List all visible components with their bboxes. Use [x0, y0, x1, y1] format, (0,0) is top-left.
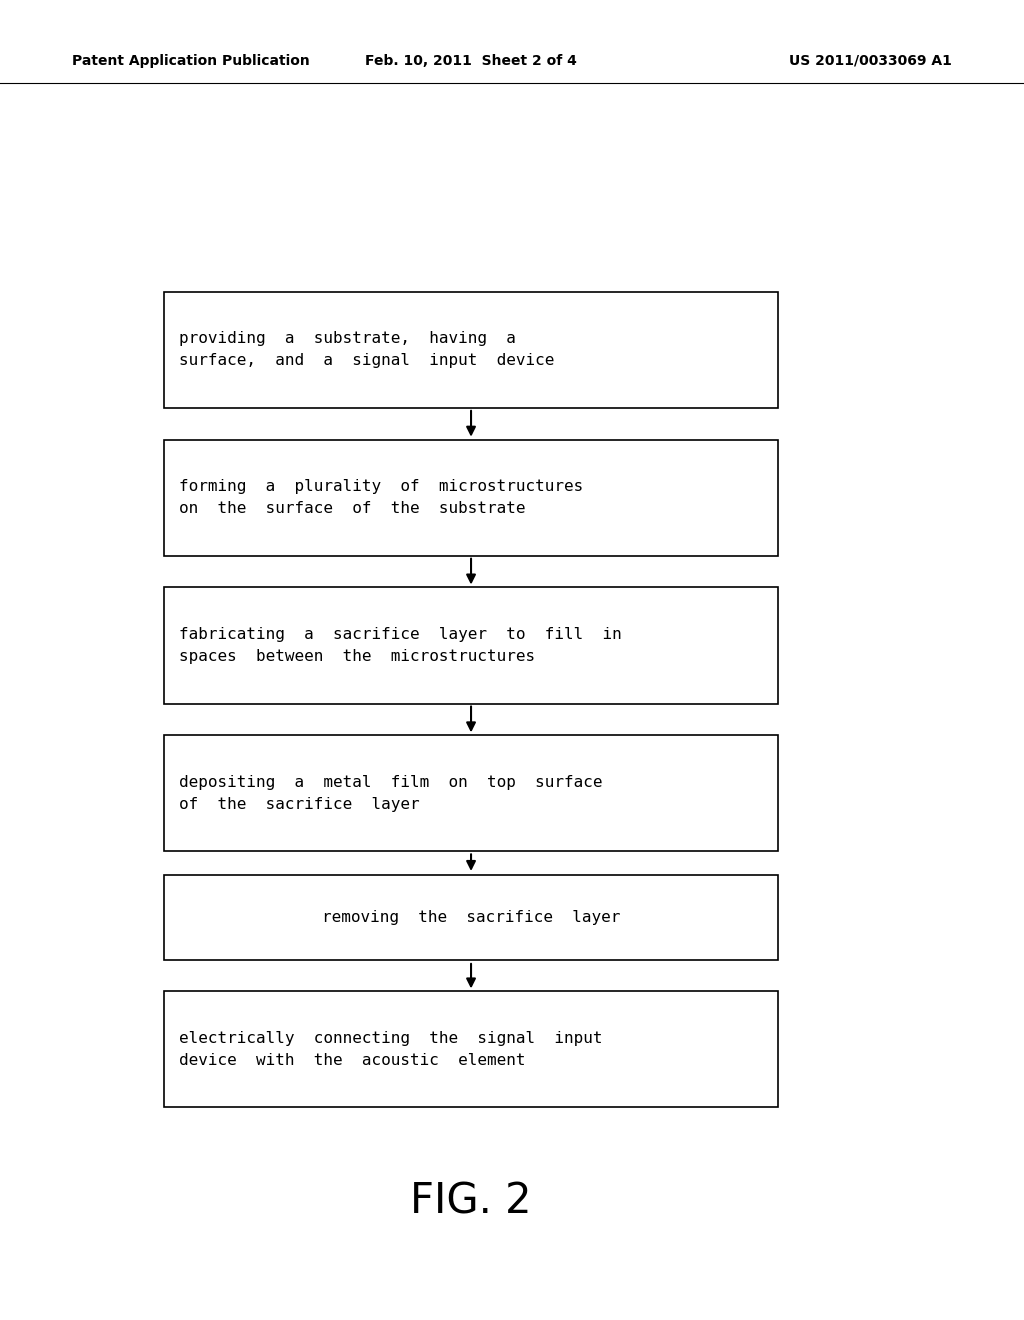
Text: forming  a  plurality  of  microstructures
on  the  surface  of  the  substrate: forming a plurality of microstructures o… — [179, 479, 584, 516]
Text: Feb. 10, 2011  Sheet 2 of 4: Feb. 10, 2011 Sheet 2 of 4 — [366, 54, 577, 67]
FancyBboxPatch shape — [164, 991, 778, 1107]
Text: fabricating  a  sacrifice  layer  to  fill  in
spaces  between  the  microstruct: fabricating a sacrifice layer to fill in… — [179, 627, 622, 664]
FancyBboxPatch shape — [164, 587, 778, 704]
Text: FIG. 2: FIG. 2 — [411, 1180, 531, 1222]
FancyBboxPatch shape — [164, 292, 778, 408]
Text: depositing  a  metal  film  on  top  surface
of  the  sacrifice  layer: depositing a metal film on top surface o… — [179, 775, 603, 812]
FancyBboxPatch shape — [164, 875, 778, 961]
Text: providing  a  substrate,  having  a
surface,  and  a  signal  input  device: providing a substrate, having a surface,… — [179, 331, 555, 368]
FancyBboxPatch shape — [164, 735, 778, 851]
Text: electrically  connecting  the  signal  input
device  with  the  acoustic  elemen: electrically connecting the signal input… — [179, 1031, 603, 1068]
FancyBboxPatch shape — [164, 440, 778, 556]
Text: removing  the  sacrifice  layer: removing the sacrifice layer — [322, 909, 621, 925]
Text: Patent Application Publication: Patent Application Publication — [72, 54, 309, 67]
Text: US 2011/0033069 A1: US 2011/0033069 A1 — [790, 54, 952, 67]
